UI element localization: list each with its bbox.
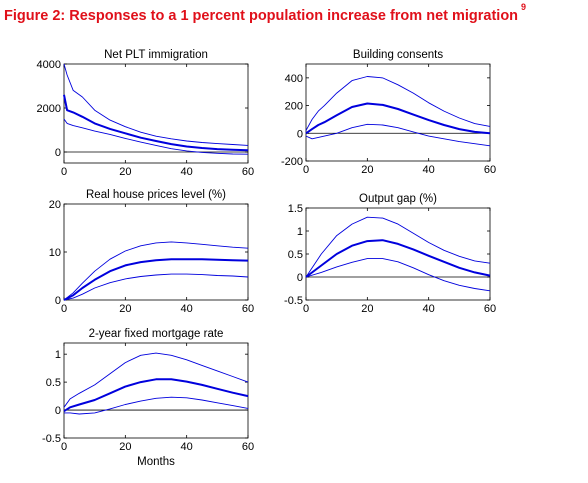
series-line-upper	[63, 352, 249, 408]
series-line-lower	[63, 118, 249, 155]
y-tick-label: -0.5	[42, 433, 61, 445]
x-tick-label: 20	[119, 303, 131, 315]
x-tick-label: 0	[61, 303, 67, 315]
series-line-upper	[305, 216, 491, 278]
y-tick-label: 0	[55, 405, 61, 417]
y-tick-label: 200	[285, 101, 303, 113]
x-tick-label: 60	[242, 441, 254, 453]
x-tick-label: 40	[181, 441, 193, 453]
series-line-median	[305, 102, 491, 135]
series-line-lower	[305, 123, 491, 147]
y-tick-label: 0	[297, 128, 303, 140]
x-tick-label: 60	[242, 166, 254, 178]
x-tick-label: 20	[119, 441, 131, 453]
x-tick-label: 40	[423, 164, 435, 176]
series-line-lower	[305, 258, 491, 292]
y-tick-label: 0.5	[46, 377, 61, 389]
panel-title: Real house prices level (%)	[86, 189, 226, 201]
figure-title: Figure 2: Responses to a 1 percent popul…	[4, 2, 526, 24]
y-tick-label: 1	[297, 226, 303, 238]
series-line-median	[63, 378, 249, 413]
y-tick-label: 20	[49, 199, 61, 211]
x-tick-label: 40	[181, 166, 193, 178]
y-tick-label: -0.5	[284, 295, 303, 307]
panel-title: Building consents	[353, 49, 443, 61]
series-line-lower	[64, 396, 249, 415]
x-tick-label: 60	[242, 303, 254, 315]
y-tick-label: 2000	[37, 103, 61, 115]
panel-title: Output gap (%)	[359, 193, 437, 205]
y-tick-label: 0.5	[288, 249, 303, 261]
x-tick-label: 0	[303, 303, 309, 315]
series-line-median	[305, 239, 491, 278]
x-tick-label: 60	[484, 164, 496, 176]
axes-box	[63, 203, 249, 301]
y-tick-label: 0	[55, 147, 61, 159]
figure-title-text: Figure 2: Responses to a 1 percent popul…	[4, 7, 519, 24]
panel-4: Output gap (%)0 20 40 60-0.500.511.5	[284, 193, 496, 315]
series-line-median	[63, 94, 249, 152]
x-tick-label: 20	[361, 164, 373, 176]
panel-title: 2-year fixed mortgage rate	[89, 328, 224, 340]
series-line-upper	[63, 241, 249, 301]
footnote-marker: 9	[521, 2, 527, 12]
panel-3: Real house prices level (%) 0 20 40 60 0 10 20	[49, 189, 254, 315]
y-tick-label: 4000	[37, 59, 61, 71]
y-tick-label: 0	[55, 295, 61, 307]
x-tick-label: 0	[303, 164, 309, 176]
x-tick-label: 40	[423, 303, 435, 315]
axes-box	[63, 63, 249, 164]
x-tick-label: 0	[61, 166, 67, 178]
y-tick-label: -200	[281, 156, 303, 168]
x-axis-label: Months	[137, 456, 175, 468]
y-tick-label: 0	[297, 272, 303, 284]
y-tick-label: 1	[55, 349, 61, 361]
axes-box	[63, 342, 249, 439]
x-tick-label: 0	[61, 441, 67, 453]
x-tick-label: 20	[361, 303, 373, 315]
x-tick-label: 40	[181, 303, 193, 315]
x-tick-label: 20	[119, 166, 131, 178]
y-tick-label: 10	[49, 247, 61, 259]
y-tick-label: 400	[285, 73, 303, 85]
axes-box	[305, 63, 491, 162]
series-line-lower	[63, 273, 249, 301]
x-tick-label: 60	[484, 303, 496, 315]
panel-title: Net PLT immigration	[104, 49, 208, 61]
series-line-median	[63, 258, 249, 301]
series-line-upper	[63, 63, 249, 146]
series-line-upper	[305, 76, 491, 131]
y-tick-label: 1.5	[288, 203, 303, 215]
panel-1: Net PLT immigration 0 20 40 60 0 2000 4000	[37, 49, 255, 178]
